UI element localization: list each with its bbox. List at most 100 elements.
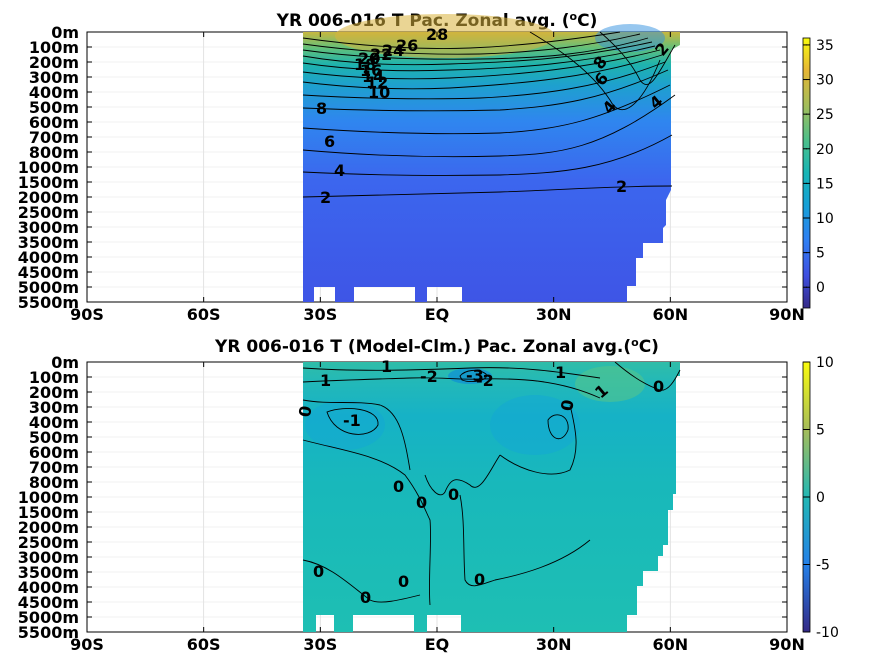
y-tick-label: 600m [29, 113, 79, 132]
y-tick-label: 5500m [18, 623, 79, 642]
temperature-field [303, 32, 680, 302]
contour-label: 1 [381, 357, 392, 376]
colorbar-tick-label: 0 [816, 280, 825, 296]
contour-label: 0 [398, 572, 409, 591]
contour-label: 24 [382, 41, 404, 60]
y-axis-top: 0m100m200m300m400m500m600m700m800m1000m1… [18, 23, 787, 312]
y-tick-label: 4000m [18, 248, 79, 267]
contours-top [302, 31, 676, 198]
y-tick-label: 5000m [18, 278, 79, 297]
y-tick-label: 2000m [18, 188, 79, 207]
colorbar-tick-label: 5 [816, 246, 825, 262]
colorbar-tick-label: 35 [816, 38, 834, 54]
contour-label: 26 [396, 36, 418, 55]
colorbar-tick-label: 10 [816, 355, 834, 371]
x-tick-label: 90N [769, 305, 805, 324]
contour-label: 0 [393, 477, 404, 496]
contour-label: 16 [360, 61, 382, 80]
x-tick-label: 30S [303, 305, 337, 324]
colorbar-tick-label: 0 [816, 490, 825, 506]
contour-label: -2 [476, 371, 494, 390]
panel-bottom: YR 006-016 T (Model-Clm.) Pac. Zonal avg… [18, 336, 839, 654]
contour-label: 0 [313, 562, 324, 581]
y-tick-label: 700m [29, 128, 79, 147]
colorbar-tick-label: 25 [816, 107, 834, 123]
contour-label: 1 [555, 363, 566, 382]
x-tick-label: 90S [70, 305, 104, 324]
y-tick-label: 300m [29, 398, 79, 417]
contour-label: -2 [420, 367, 438, 386]
anomaly-field [303, 362, 680, 632]
x-tick-label: EQ [425, 305, 450, 324]
y-tick-label: 600m [29, 443, 79, 462]
contour-label: 6 [324, 132, 335, 151]
contour-label: 2 [616, 177, 627, 196]
contour-label: 0 [653, 377, 664, 396]
y-tick-label: 2000m [18, 518, 79, 537]
y-tick-label: 3000m [18, 548, 79, 567]
contour-label: 0 [557, 398, 578, 412]
colorbar-tick-label: 20 [816, 142, 834, 158]
contours-bottom [302, 361, 681, 606]
y-tick-label: 4500m [18, 263, 79, 282]
y-tick-label: 400m [29, 83, 79, 102]
x-tick-label: 30N [536, 635, 572, 654]
colorbar-tick-label: -10 [816, 625, 839, 641]
y-tick-label: 3000m [18, 218, 79, 237]
x-tick-label: 60N [653, 305, 689, 324]
contour-label: 0 [295, 404, 316, 418]
y-tick-label: 500m [29, 428, 79, 447]
contour-label: 0 [360, 588, 371, 607]
contour-label: 4 [334, 161, 345, 180]
colorbar-tick-label: -5 [816, 558, 830, 574]
colorbar-ticks-top: 35 30 25 20 15 10 5 0 [803, 38, 834, 296]
cold-north-region [595, 24, 665, 52]
colorbar-tick-label: 15 [816, 176, 834, 192]
x-tick-label: 60S [187, 305, 221, 324]
contour-label: 8 [316, 99, 327, 118]
x-tick-label: EQ [425, 635, 450, 654]
colorbar-tick-label: 10 [816, 211, 834, 227]
panel-top: YR 006-016 T Pac. Zonal avg. (oC) [18, 10, 834, 324]
x-tick-label: 30S [303, 635, 337, 654]
y-tick-label: 2500m [18, 533, 79, 552]
y-tick-label: 0m [51, 23, 79, 42]
contour-label: 0 [474, 570, 485, 589]
contour-label: 10 [368, 83, 390, 102]
y-tick-label: 2500m [18, 203, 79, 222]
cold-anomaly-north [490, 395, 580, 455]
warm-anomaly-north [575, 366, 645, 402]
y-tick-label: 200m [29, 53, 79, 72]
contour-label: 0 [448, 485, 459, 504]
contour-label: 20 [358, 49, 380, 68]
y-tick-label: 100m [29, 38, 79, 57]
contour-label: 0 [416, 493, 427, 512]
y-axis-bottom: 0m100m200m300m400m500m600m700m800m1000m1… [18, 353, 787, 642]
y-tick-label: 700m [29, 458, 79, 477]
y-tick-label: 3500m [18, 563, 79, 582]
y-tick-label: 5000m [18, 608, 79, 627]
y-tick-label: 500m [29, 98, 79, 117]
chart-title-bottom: YR 006-016 T (Model-Clm.) Pac. Zonal avg… [214, 336, 659, 357]
contour-label: -1 [343, 411, 361, 430]
x-tick-label: 90S [70, 635, 104, 654]
x-axis-top: 90S 60S 30S EQ 30N 60N 90N [70, 32, 805, 324]
x-tick-label: 30N [536, 305, 572, 324]
contour-label: 22 [370, 45, 392, 64]
y-tick-label: 200m [29, 383, 79, 402]
y-tick-label: 400m [29, 413, 79, 432]
cold-anomaly-south [305, 400, 385, 450]
y-tick-label: 1000m [18, 158, 79, 177]
colorbar-top [802, 37, 811, 309]
y-tick-label: 1500m [18, 503, 79, 522]
y-tick-label: 100m [29, 368, 79, 387]
x-tick-label: 60S [187, 635, 221, 654]
y-tick-label: 300m [29, 68, 79, 87]
contour-label: 12 [366, 73, 388, 92]
colorbar-tick-label: 5 [816, 423, 825, 439]
colorbar-tick-label: 30 [816, 73, 834, 89]
y-tick-label: 1500m [18, 173, 79, 192]
y-tick-label: 4000m [18, 578, 79, 597]
contour-label: 14 [362, 67, 384, 86]
